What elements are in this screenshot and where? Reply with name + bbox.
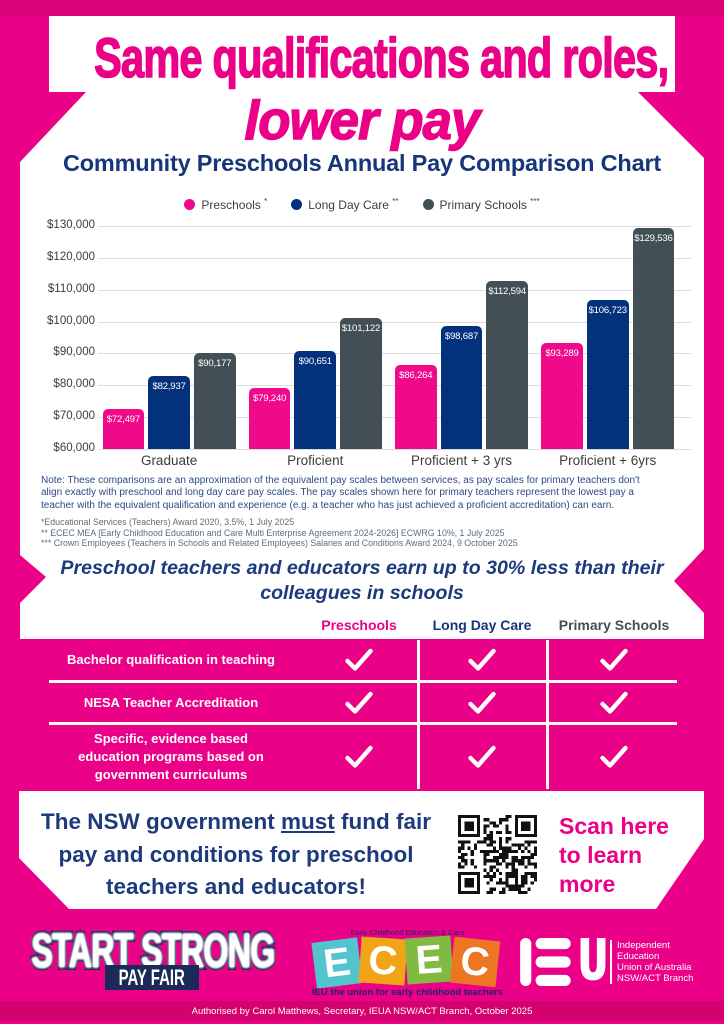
statement: Preschool teachers and educators earn up… — [60, 557, 664, 604]
chart-title: Community Preschools Annual Pay Comparis… — [62, 150, 662, 176]
legend-item: Preschools * — [184, 197, 267, 212]
pay-fair-text: PAY FAIR — [118, 964, 186, 990]
headline-line1: Same qualifications and roles, — [94, 25, 670, 90]
scan-line2: to learn — [559, 842, 643, 868]
ieu-logo: Independent Education Union of Australia NS… — [520, 938, 705, 986]
chart-legend: Preschools * Long Day Care ** Primary Scho… — [0, 197, 724, 212]
ieu-text: Independent Education Union of Australia NS… — [617, 940, 693, 984]
legend-label: Preschools * — [201, 197, 268, 212]
footnote: *Educational Services (Teachers) Award 2… — [41, 517, 295, 527]
footnote: ** ECEC MEA [Early Childhood Education a… — [41, 527, 505, 538]
pay-fair-badge: PAY FAIR — [105, 965, 199, 990]
legend-footnote-marker: * — [264, 197, 268, 206]
ecec-tagline: IEU the union for early childhood teache… — [311, 987, 504, 998]
scan-line3: more — [559, 871, 616, 897]
cta-white-box — [19, 791, 704, 909]
scan-here-text: Scan here to learn more — [559, 812, 689, 899]
legend-item: Long Day Care ** — [291, 197, 399, 212]
top-strip — [0, 0, 724, 16]
checkmark-icon — [599, 648, 629, 672]
legend-label: Long Day Care ** — [308, 197, 399, 212]
table-vertical-line — [417, 640, 420, 789]
table-row-label-line: Specific, evidence based — [94, 731, 248, 746]
legend-dot — [291, 199, 303, 210]
authorisation-bar: Authorised by Carol Matthews, Secretary,… — [0, 1001, 724, 1021]
ecec-letter-tile: C — [449, 936, 501, 988]
table-row-label-line: NESA Teacher Accreditation — [83, 694, 259, 710]
ieu-logo-glyph — [520, 938, 606, 986]
cta-text-after: fund fair pay and conditions for prescho… — [58, 809, 432, 899]
headline-line2: lower pay — [244, 88, 481, 151]
ieu-text-line: Education — [617, 951, 660, 962]
table-row-label: Specific, evidence based education progra… — [49, 725, 293, 789]
table-horizontal-line — [49, 722, 677, 725]
legend-label: Primary Schools *** — [439, 197, 540, 212]
ieu-text-line: Union of Australia — [617, 962, 692, 973]
chart-footnotes: *Educational Services (Teachers) Award 2… — [41, 517, 689, 549]
checkmark-icon — [599, 745, 629, 769]
legend-footnote-marker: ** — [392, 197, 399, 206]
checkmark-icon — [344, 745, 374, 769]
table-column-header: Preschools — [321, 617, 397, 633]
ecec-letter-tile: E — [311, 937, 363, 989]
table-row-label-line: education programs based on — [78, 749, 264, 764]
headline-box — [49, 16, 675, 92]
footnote: *** Crown Employees (Teachers in Schools… — [41, 538, 518, 549]
checkmark-icon — [467, 745, 497, 769]
ieu-text-line: Independent — [617, 940, 670, 951]
ecec-letter-tile: E — [404, 935, 454, 985]
table-column-header: Primary Schools — [558, 617, 670, 633]
table-row-label-line: Bachelor qualification in teaching — [66, 652, 276, 667]
ieu-text-line: NSW/ACT Branch — [617, 973, 694, 984]
authorisation-text: Authorised by Carol Matthews, Secretary,… — [191, 1005, 533, 1017]
table-column-header: Long Day Care — [432, 617, 532, 633]
cta-text-before: The NSW government — [40, 809, 281, 834]
cta-text-underlined: must — [281, 809, 335, 834]
chart-note: Note: These comparisons are an approxima… — [41, 475, 640, 511]
table-vertical-line — [546, 640, 549, 789]
ecec-letter-tile: C — [358, 936, 408, 986]
ecec-caption: Early Childhood Education & Care — [350, 928, 465, 937]
legend-item: Primary Schools *** — [422, 197, 540, 212]
checkmark-icon — [344, 648, 374, 672]
ieu-divider — [610, 940, 612, 984]
qr-code[interactable] — [458, 815, 537, 894]
checkmark-icon — [344, 691, 374, 715]
checkmark-icon — [599, 691, 629, 715]
legend-dot — [422, 199, 434, 210]
cta-text: The NSW government must fund fair pay an… — [30, 806, 442, 904]
table-horizontal-line — [49, 680, 677, 683]
checkmark-icon — [467, 691, 497, 715]
legend-footnote-marker: *** — [530, 197, 540, 206]
table-row-label: NESA Teacher Accreditation — [49, 683, 293, 722]
checkmark-icon — [467, 648, 497, 672]
table-row-label-line: government curriculums — [94, 767, 248, 782]
table-row-label: Bachelor qualification in teaching — [49, 640, 293, 680]
legend-dot — [184, 199, 196, 210]
scan-line1: Scan here — [559, 813, 669, 839]
